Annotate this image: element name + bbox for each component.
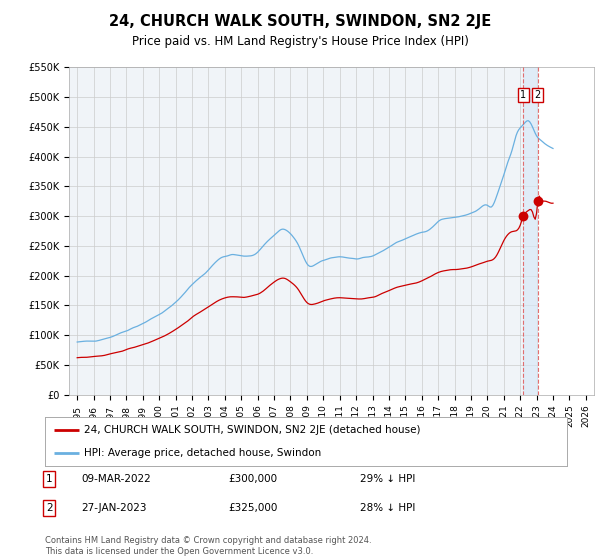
Text: 24, CHURCH WALK SOUTH, SWINDON, SN2 2JE (detached house): 24, CHURCH WALK SOUTH, SWINDON, SN2 2JE … xyxy=(84,425,421,435)
Text: Contains HM Land Registry data © Crown copyright and database right 2024.
This d: Contains HM Land Registry data © Crown c… xyxy=(45,536,371,556)
Text: 1: 1 xyxy=(46,474,53,484)
Bar xyxy=(538,67,594,395)
Text: 27-JAN-2023: 27-JAN-2023 xyxy=(81,503,146,513)
Text: 24, CHURCH WALK SOUTH, SWINDON, SN2 2JE: 24, CHURCH WALK SOUTH, SWINDON, SN2 2JE xyxy=(109,14,491,29)
Text: 09-MAR-2022: 09-MAR-2022 xyxy=(81,474,151,484)
Point xyxy=(533,197,542,206)
Text: 29% ↓ HPI: 29% ↓ HPI xyxy=(360,474,415,484)
Bar xyxy=(523,67,538,395)
Text: HPI: Average price, detached house, Swindon: HPI: Average price, detached house, Swin… xyxy=(84,447,322,458)
Text: 2: 2 xyxy=(46,503,53,513)
Text: Price paid vs. HM Land Registry's House Price Index (HPI): Price paid vs. HM Land Registry's House … xyxy=(131,35,469,48)
Text: 1: 1 xyxy=(520,90,526,100)
Text: £300,000: £300,000 xyxy=(228,474,277,484)
Text: 28% ↓ HPI: 28% ↓ HPI xyxy=(360,503,415,513)
Text: 2: 2 xyxy=(535,90,541,100)
Text: £325,000: £325,000 xyxy=(228,503,277,513)
Point xyxy=(518,212,528,221)
